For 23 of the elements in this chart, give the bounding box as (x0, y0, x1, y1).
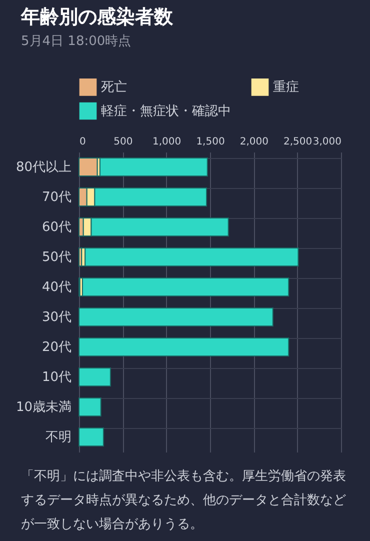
y-tick-label: 10代 (42, 370, 72, 385)
x-tick-label: 1,500 (196, 136, 225, 148)
x-tick-label: 2,500 (284, 136, 312, 148)
x-tick-label: 1,000 (152, 136, 182, 148)
chart-subtitle: 5月4日 18:00時点 (21, 34, 132, 49)
chart-title: 年齢別の感染者数 (20, 6, 174, 28)
y-tick-label: 60代 (42, 220, 72, 235)
y-tick-label: 40代 (42, 280, 72, 295)
y-tick-label: 10歳未満 (16, 400, 72, 415)
y-tick-label: 不明 (46, 430, 72, 445)
y-tick-label: 30代 (42, 310, 72, 325)
legend-label: 死亡 (101, 79, 127, 96)
y-tick-label: 50代 (42, 250, 72, 265)
x-tick-label: 0 (80, 136, 86, 148)
x-tick-label: 3,000 (312, 136, 342, 148)
x-tick-label: 500 (114, 136, 133, 148)
legend-label: 重症 (273, 80, 299, 96)
y-tick-label: 80代以上 (16, 160, 72, 175)
y-tick-label: 70代 (42, 190, 72, 205)
legend-label: 軽症・無症状・確認中 (101, 104, 231, 119)
text: 「不明」には調査中や非公表も含む。厚生労働省の発表するデータ時点が異なるため、他のデータと合計数などが一致しない場合がありうる。 (21, 469, 346, 532)
x-tick-label: 2,000 (240, 136, 268, 148)
y-tick-label: 20代 (42, 340, 72, 355)
